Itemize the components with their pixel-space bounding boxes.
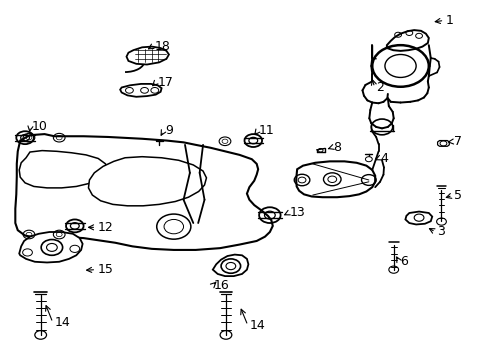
Polygon shape <box>15 134 272 250</box>
Text: 14: 14 <box>249 319 264 332</box>
Polygon shape <box>126 46 168 64</box>
Text: 15: 15 <box>98 263 113 276</box>
Text: 5: 5 <box>453 189 461 202</box>
Polygon shape <box>19 150 107 188</box>
Polygon shape <box>19 232 82 262</box>
Text: 11: 11 <box>259 124 274 138</box>
Text: 7: 7 <box>453 135 461 148</box>
Text: 8: 8 <box>332 141 340 154</box>
Polygon shape <box>120 84 161 97</box>
Circle shape <box>365 157 371 162</box>
Text: 17: 17 <box>158 76 173 89</box>
Polygon shape <box>405 212 431 225</box>
Text: 14: 14 <box>54 316 70 329</box>
Text: 18: 18 <box>154 40 170 53</box>
Text: 12: 12 <box>98 221 113 234</box>
Polygon shape <box>212 255 248 276</box>
Polygon shape <box>88 157 206 206</box>
Text: 6: 6 <box>400 255 407 268</box>
Text: 2: 2 <box>375 81 383 94</box>
Text: 4: 4 <box>379 152 387 165</box>
Text: 13: 13 <box>289 207 305 220</box>
Polygon shape <box>296 161 374 197</box>
Text: 9: 9 <box>164 124 173 138</box>
Text: 1: 1 <box>445 14 453 27</box>
Polygon shape <box>386 30 428 51</box>
Text: 3: 3 <box>436 225 444 238</box>
Text: 10: 10 <box>32 120 48 133</box>
Text: 16: 16 <box>213 279 229 292</box>
